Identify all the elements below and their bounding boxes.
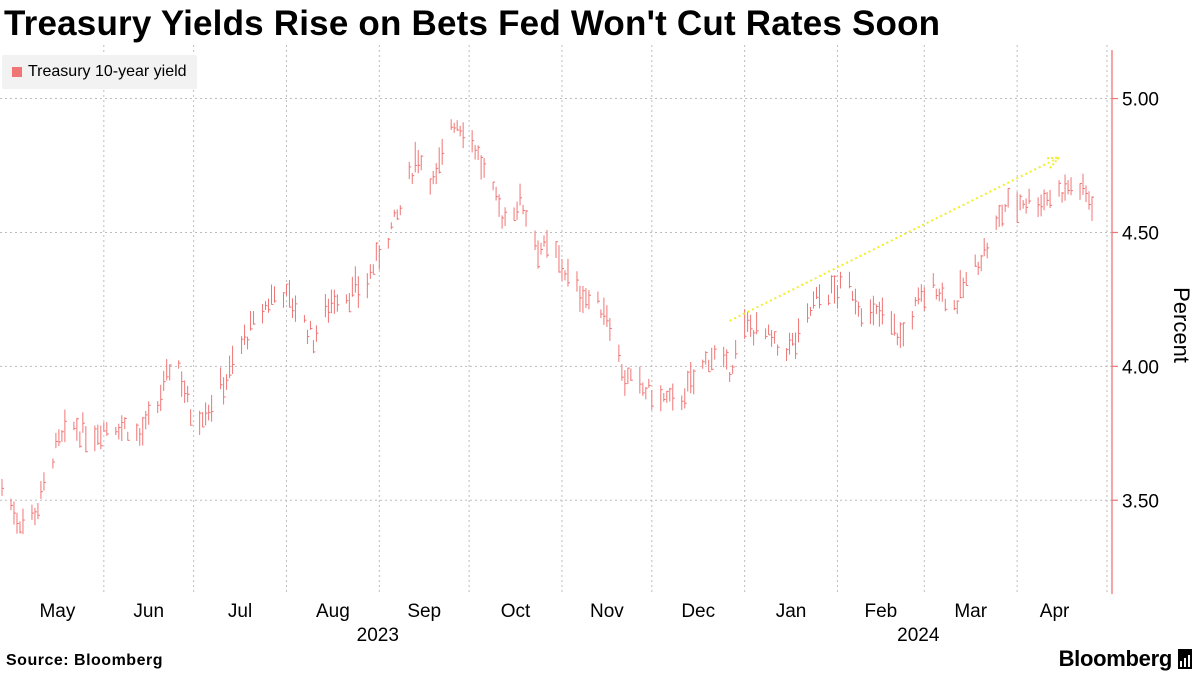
trend-arrow-line <box>729 156 1060 322</box>
x-tick-label: Apr <box>1040 601 1070 622</box>
bloomberg-terminal-icon <box>1178 649 1192 669</box>
y-tick-label: 3.50 <box>1122 491 1159 512</box>
trend-arrow <box>729 156 1062 322</box>
x-tick-label: Feb <box>865 601 898 622</box>
x-tick-label: Jun <box>133 601 164 622</box>
x-tick-label: Dec <box>681 601 715 622</box>
gridlines <box>0 45 1112 594</box>
x-tick-label: Sep <box>407 601 441 622</box>
series-treasury-10-year-yield <box>1 119 1094 535</box>
trend-arrow-head <box>1045 156 1062 169</box>
x-year-label: 2023 <box>357 625 399 646</box>
legend: Treasury 10-year yield <box>2 55 197 89</box>
x-tick-label: Jul <box>228 601 252 622</box>
brand-logo: Bloomberg <box>1059 646 1192 672</box>
y-tick-label: 4.50 <box>1122 223 1159 244</box>
y-axis-label: Percent <box>1169 287 1194 363</box>
x-tick-label: Jan <box>776 601 807 622</box>
brand-name: Bloomberg <box>1058 646 1173 671</box>
x-tick-label: Mar <box>954 601 987 622</box>
y-tick-label: 4.00 <box>1122 357 1159 378</box>
source-note: Source: Bloomberg <box>6 652 163 669</box>
x-axis: May Jun Jul Aug Sep Oct Nov Dec Jan Feb Mar Apr 2023… <box>39 601 1070 646</box>
legend-label: Treasury 10-year yield <box>28 63 187 80</box>
legend-swatch <box>12 67 22 77</box>
chart-title: Treasury Yields Rise on Bets Fed Won't C… <box>4 4 941 43</box>
x-tick-label: Oct <box>501 601 531 622</box>
x-tick-label: Aug <box>316 601 350 622</box>
y-tick-label: 5.00 <box>1122 90 1159 111</box>
y-axis: 3.50 4.00 4.50 5.00 <box>1111 50 1159 594</box>
x-tick-label: Nov <box>590 601 624 622</box>
x-tick-label: May <box>39 601 75 622</box>
x-year-label: 2024 <box>897 625 940 646</box>
